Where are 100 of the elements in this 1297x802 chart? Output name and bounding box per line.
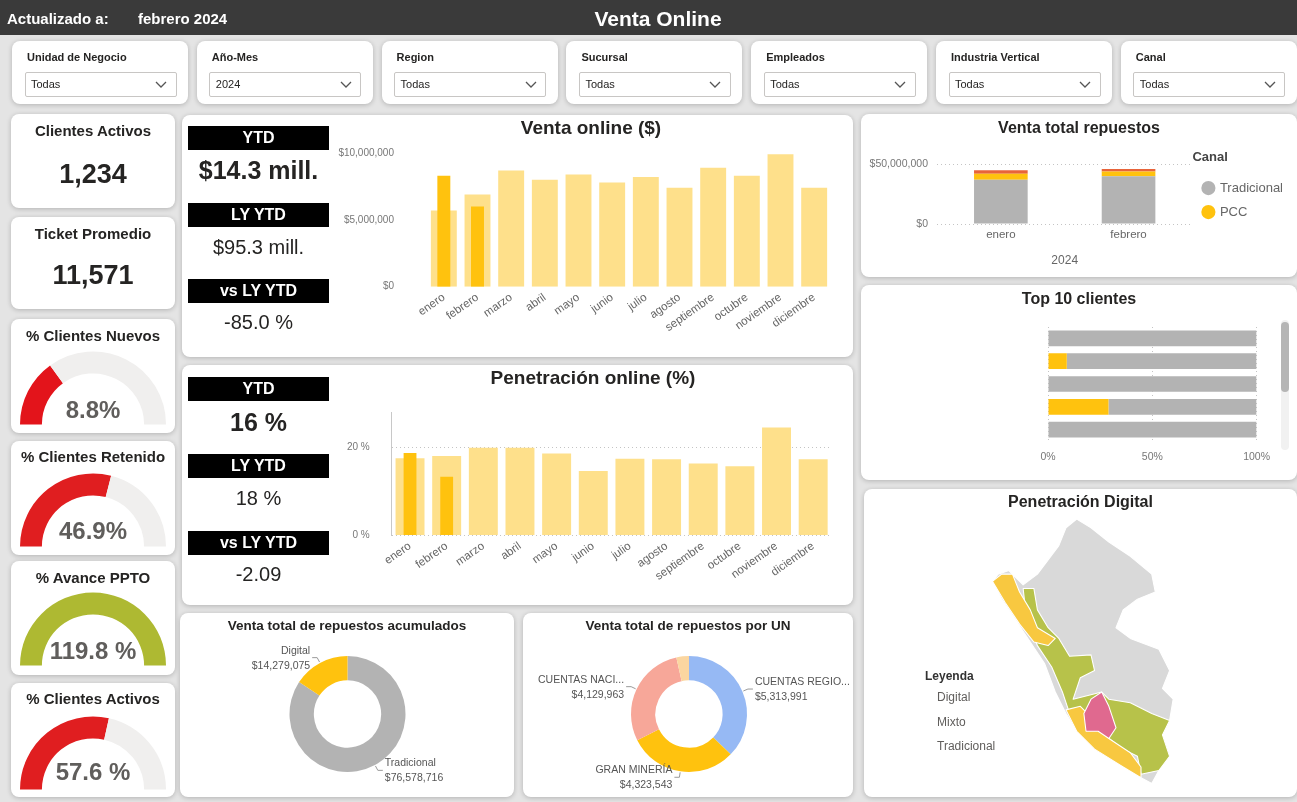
bar [767,154,794,287]
bar [498,170,525,287]
legend-label: Tradicional [1219,179,1284,195]
text: -2.09 [235,563,282,585]
y-tick-label: 20 % [346,440,370,452]
text: Todas [770,77,800,90]
x-tick-label: abril [498,539,523,562]
text: Todas [955,77,985,90]
y-tick-label: $5,000,000 [344,213,395,225]
bar [734,175,761,287]
text: Ticket Promedio [34,224,152,242]
chart-title: Venta online ($) [520,116,662,138]
x-tick-label: 0% [1040,450,1056,463]
data-label: $4,323,543 [619,778,673,791]
text: Clientes Activos [34,121,152,139]
text: Actualizado a: [7,9,109,27]
y-tick-label: 0 % [352,528,370,540]
chart-title: Penetración online (%) [490,366,696,388]
bar [542,453,572,535]
text: febrero 2024 [138,9,228,27]
text: LY YTD [231,457,286,474]
slice-label: Digital [280,643,311,656]
bar [1066,353,1257,370]
text: -85.0 % [224,311,293,333]
text: Penetración Digital [1008,493,1153,510]
text: Tradicional [937,739,996,753]
text: 16 % [230,407,287,436]
text: 8.8% [65,396,121,423]
slice-label: Tradicional [384,756,436,769]
chart-title: % Clientes Activos [26,689,160,707]
y-tick-label: $10,000,000 [338,146,395,158]
text: Digital [937,690,971,704]
text: 57.6 % [55,758,131,785]
bar [801,187,828,287]
text: YTD [242,129,275,146]
bar [1048,421,1257,438]
y-tick-label: $50,000,000 [869,156,929,169]
y-tick-label: $0 [916,216,929,229]
x-tick-label: enero [986,227,1016,240]
bar [565,174,592,287]
x-tick-label: febrero [1110,227,1147,240]
chart-title: Venta total repuestos [998,119,1160,136]
data-label: $4,129,963 [571,687,625,700]
bar [615,458,645,535]
chart-title: Venta total de repuestos por UN [585,618,791,634]
data-label: $76,578,716 [384,771,444,784]
bar [471,206,485,287]
text: Region [396,50,434,63]
text: Todas [400,77,430,90]
bar [532,179,559,287]
chart-title: % Clientes Retenido [20,447,166,465]
bar [505,447,535,535]
bar [578,470,608,535]
text: Unidad de Negocio [27,50,127,63]
text: vs LY YTD [219,282,298,299]
text: Año-Mes [211,50,259,63]
bar [1108,398,1257,415]
bar [974,173,1028,180]
y-tick-label: $0 [383,280,395,292]
bar [762,427,791,535]
x-tick-label: abril [523,290,549,314]
text: Canal [1135,50,1166,63]
bar [974,179,1028,224]
bar [652,458,682,535]
text: Empleados [766,50,825,63]
text: Venta Online [594,6,722,30]
data-label: $5,313,991 [754,689,808,702]
slice-label: GRAN MINERÍA [595,763,673,776]
text: YTD [242,380,275,397]
text: vs LY YTD [219,534,298,551]
bar [1048,398,1109,415]
bar [437,175,451,287]
bar [974,169,1028,174]
x-tick-label: mayo [551,290,582,317]
text: Todas [31,77,61,90]
data-label: $14,279,075 [251,658,311,671]
text: 18 % [235,487,282,509]
chart-title: % Avance PPTO [35,568,151,586]
text: 2024 [215,77,241,90]
text: $95.3 mill. [212,236,305,258]
bar [1101,175,1156,224]
legend-title: Canal [1192,148,1228,164]
slice-label: CUENTAS NACI... [537,672,625,685]
x-tick-label: julio [608,539,633,562]
bar [633,177,660,287]
text: Todas [585,77,615,90]
text: Sucursal [581,50,628,63]
bar [1048,330,1257,347]
legend-title: Leyenda [925,669,974,683]
text: 11,571 [52,259,134,290]
chart-title: Top 10 clientes [1021,290,1137,307]
bar [725,465,755,535]
text: 119.8 % [49,637,137,664]
legend-label: PCC [1219,203,1248,219]
bar [798,458,828,535]
text: Todas [1139,77,1170,90]
x-tick-label: 50% [1141,450,1163,463]
chart-title: % Clientes Nuevos [25,326,161,344]
bar [599,182,626,287]
bar [1048,376,1257,392]
